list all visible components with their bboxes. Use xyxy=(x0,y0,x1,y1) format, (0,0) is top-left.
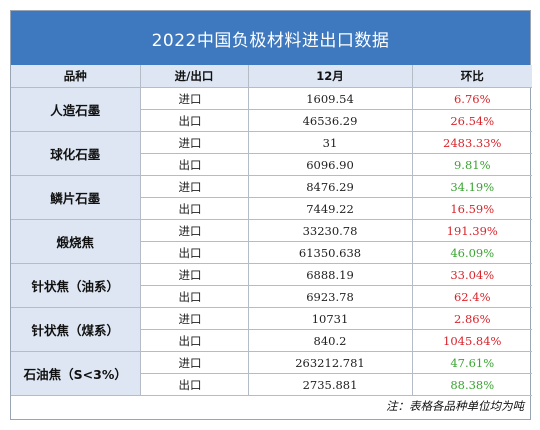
data-table-card: 2022中国负极材料进出口数据 品种 进/出口 12月 环比 人造石墨 进口 160… xyxy=(10,10,532,420)
table-body: 人造石墨 进口 1609.54 6.76% 出口 46536.29 26.54% 球化石墨 进口… xyxy=(11,87,532,396)
change-cell: 62.4% xyxy=(411,285,532,308)
note-row: 注：表格各品种单位均为吨 xyxy=(11,395,532,416)
table-row: 出口 61350.638 46.09% xyxy=(11,241,532,264)
unit-note: 注：表格各品种单位均为吨 xyxy=(11,395,532,416)
value-cell: 33230.78 xyxy=(247,219,413,242)
change-cell: 2483.33% xyxy=(411,131,532,154)
value-cell: 10731 xyxy=(247,307,413,330)
table-row: 鳞片石墨 进口 8476.29 34.19% xyxy=(11,175,532,220)
value-cell: 263212.781 xyxy=(247,351,413,374)
category-cell: 针状焦（煤系） xyxy=(11,307,141,352)
value-cell: 8476.29 xyxy=(247,175,413,198)
direction-cell: 出口 xyxy=(139,241,249,264)
header-month: 12月 xyxy=(247,65,413,88)
change-cell: 16.59% xyxy=(411,197,532,220)
value-cell: 46536.29 xyxy=(247,109,413,132)
change-cell: 9.81% xyxy=(411,153,532,176)
category-cell: 煅烧焦 xyxy=(11,219,141,264)
direction-cell: 出口 xyxy=(139,153,249,176)
direction-cell: 进口 xyxy=(139,263,249,286)
value-cell: 1609.54 xyxy=(247,87,413,110)
table-row: 针状焦（油系） 进口 6888.19 33.04% xyxy=(11,263,532,308)
category-cell: 人造石墨 xyxy=(11,87,141,132)
header-change: 环比 xyxy=(411,65,532,88)
direction-cell: 出口 xyxy=(139,197,249,220)
change-cell: 2.86% xyxy=(411,307,532,330)
table-row: 人造石墨 进口 1609.54 6.76% xyxy=(11,87,532,132)
trade-data-table: 品种 进/出口 12月 环比 人造石墨 进口 1609.54 6.76% 出口 46536… xyxy=(11,65,532,416)
table-row: 出口 6096.90 9.81% xyxy=(11,153,532,176)
change-cell: 191.39% xyxy=(411,219,532,242)
direction-cell: 出口 xyxy=(139,285,249,308)
category-cell: 石油焦（S<3%） xyxy=(11,351,141,396)
direction-cell: 进口 xyxy=(139,307,249,330)
value-cell: 2735.881 xyxy=(247,373,413,396)
value-cell: 6888.19 xyxy=(247,263,413,286)
category-cell: 球化石墨 xyxy=(11,131,141,176)
change-cell: 34.19% xyxy=(411,175,532,198)
category-cell: 针状焦（油系） xyxy=(11,263,141,308)
table-row: 出口 7449.22 16.59% xyxy=(11,197,532,220)
table-row: 出口 840.2 1045.84% xyxy=(11,329,532,352)
direction-cell: 出口 xyxy=(139,109,249,132)
direction-cell: 出口 xyxy=(139,329,249,352)
value-cell: 840.2 xyxy=(247,329,413,352)
direction-cell: 进口 xyxy=(139,175,249,198)
table-row: 针状焦（煤系） 进口 10731 2.86% xyxy=(11,307,532,352)
direction-cell: 进口 xyxy=(139,351,249,374)
change-cell: 33.04% xyxy=(411,263,532,286)
change-cell: 1045.84% xyxy=(411,329,532,352)
value-cell: 6096.90 xyxy=(247,153,413,176)
change-cell: 46.09% xyxy=(411,241,532,264)
value-cell: 6923.78 xyxy=(247,285,413,308)
header-category: 品种 xyxy=(11,65,141,88)
value-cell: 61350.638 xyxy=(247,241,413,264)
direction-cell: 出口 xyxy=(139,373,249,396)
value-cell: 7449.22 xyxy=(247,197,413,220)
table-row: 球化石墨 进口 31 2483.33% xyxy=(11,131,532,176)
header-direction: 进/出口 xyxy=(139,65,249,88)
direction-cell: 进口 xyxy=(139,131,249,154)
category-cell: 鳞片石墨 xyxy=(11,175,141,220)
table-title: 2022中国负极材料进出口数据 xyxy=(11,11,530,65)
value-cell: 31 xyxy=(247,131,413,154)
direction-cell: 进口 xyxy=(139,87,249,110)
change-cell: 47.61% xyxy=(411,351,532,374)
table-row: 煅烧焦 进口 33230.78 191.39% xyxy=(11,219,532,264)
change-cell: 26.54% xyxy=(411,109,532,132)
table-header-row: 品种 进/出口 12月 环比 xyxy=(11,65,532,88)
direction-cell: 进口 xyxy=(139,219,249,242)
change-cell: 88.38% xyxy=(411,373,532,396)
table-row: 石油焦（S<3%） 进口 263212.781 47.61% xyxy=(11,351,532,396)
table-row: 出口 2735.881 88.38% xyxy=(11,373,532,396)
change-cell: 6.76% xyxy=(411,87,532,110)
